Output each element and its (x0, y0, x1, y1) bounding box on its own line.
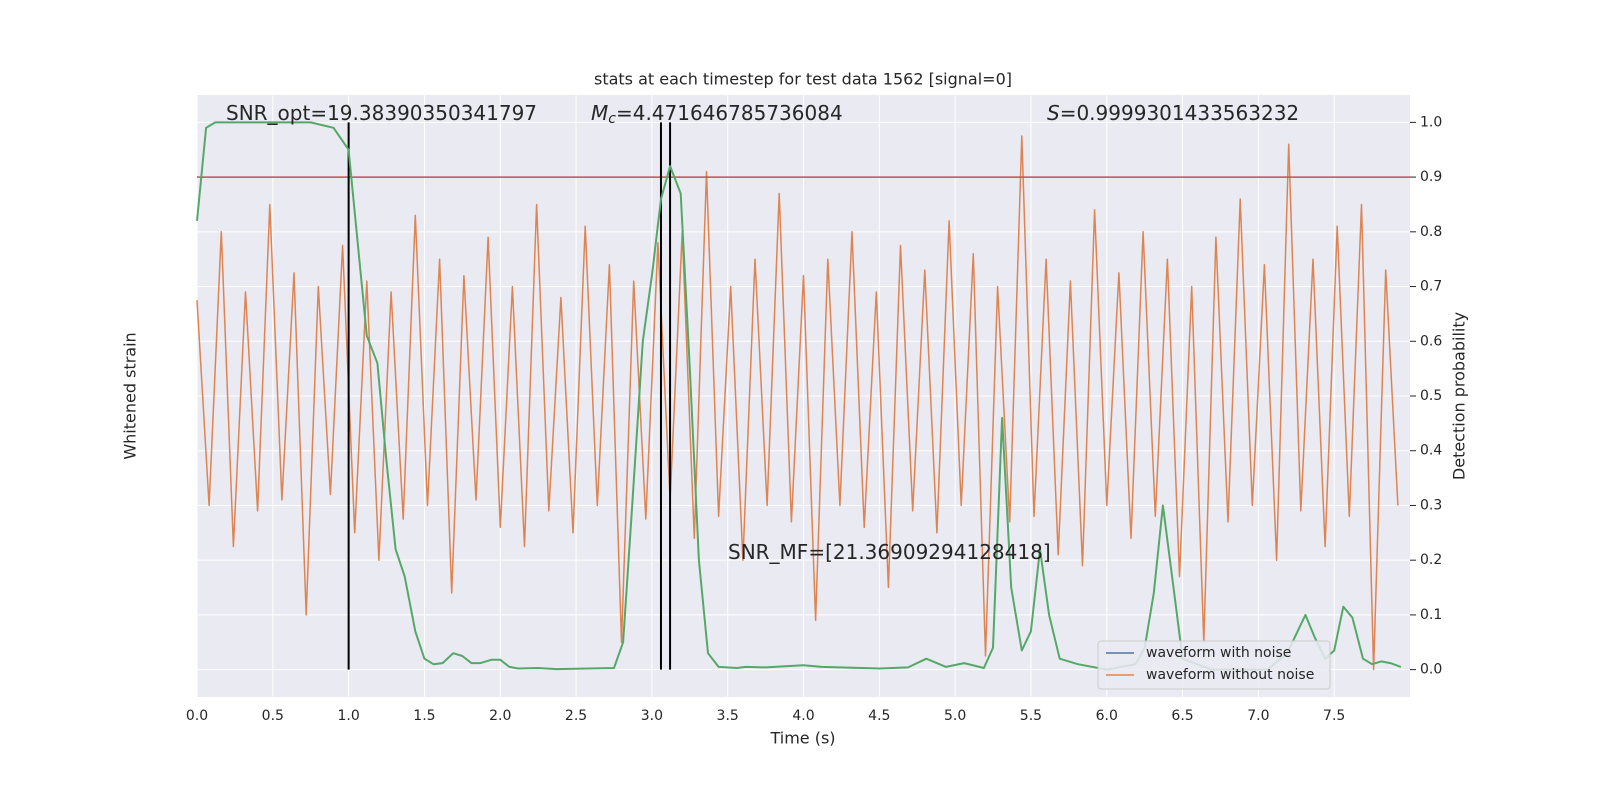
y2-axis-label: Detection probability (1450, 312, 1469, 480)
y-axis-label: Whitened strain (121, 332, 140, 459)
annotation-text: =4.471646785736084 (616, 101, 843, 125)
x-tick-label: 4.0 (792, 708, 814, 724)
x-tick-label: 3.0 (641, 708, 663, 724)
x-tick-label: 2.0 (489, 708, 511, 724)
x-tick-label: 1.5 (413, 708, 435, 724)
series-line (196, 135, 1399, 671)
annotation-text: SNR_MF=[21.36909294128418] (728, 540, 1051, 564)
annotation-text: SNR_opt=19.38390350341797 (226, 101, 537, 125)
y2-tick-label: 0.9 (1420, 169, 1442, 185)
y2-tick-label: 0.5 (1420, 388, 1442, 404)
x-tick-label: 7.0 (1247, 708, 1269, 724)
y2-tick-label: 0.7 (1420, 279, 1442, 295)
y2-tick-label: 0.4 (1420, 443, 1442, 459)
x-tick-label: 5.5 (1020, 708, 1042, 724)
legend-label: waveform without noise (1146, 667, 1314, 683)
x-tick-label: 5.0 (944, 708, 966, 724)
x-tick-label: 4.5 (868, 708, 890, 724)
x-axis-label: Time (s) (769, 729, 835, 748)
y2-tick-label: 0.3 (1420, 497, 1442, 513)
x-tick-label: 6.0 (1096, 708, 1118, 724)
x-tick-label: 0.0 (186, 708, 208, 724)
chart-title: stats at each timestep for test data 156… (594, 70, 1012, 89)
legend-box (1097, 640, 1331, 690)
annotation-symbol: S (1047, 101, 1060, 125)
legend-label: waveform with noise (1146, 645, 1291, 661)
x-tick-label: 1.0 (337, 708, 359, 724)
y2-tick-label: 0.8 (1420, 224, 1442, 240)
annotation-symbol: M (591, 101, 608, 125)
y2-tick-label: 0.6 (1420, 333, 1442, 349)
y2-tick-label: 0.1 (1420, 607, 1442, 623)
annotation-subscript: c (608, 111, 616, 127)
annotation: Mc=4.471646785736084 (591, 101, 843, 128)
x-tick-label: 6.5 (1171, 708, 1193, 724)
annotation: SNR_opt=19.38390350341797 (226, 101, 537, 125)
x-tick-label: 3.5 (717, 708, 739, 724)
annotation: SNR_MF=[21.36909294128418] (728, 540, 1051, 564)
y2-tick-label: 1.0 (1420, 114, 1442, 130)
x-tick-label: 7.5 (1323, 708, 1345, 724)
annotation: S=0.9999301433563232 (1047, 101, 1299, 125)
legend: waveform with noise waveform without nois… (1097, 640, 1331, 690)
y2-tick-label: 0.0 (1420, 662, 1442, 678)
x-tick-label: 0.5 (262, 708, 284, 724)
annotation-text: =0.9999301433563232 (1060, 101, 1299, 125)
x-tick-label: 2.5 (565, 708, 587, 724)
y2-tick-label: 0.2 (1420, 552, 1442, 568)
